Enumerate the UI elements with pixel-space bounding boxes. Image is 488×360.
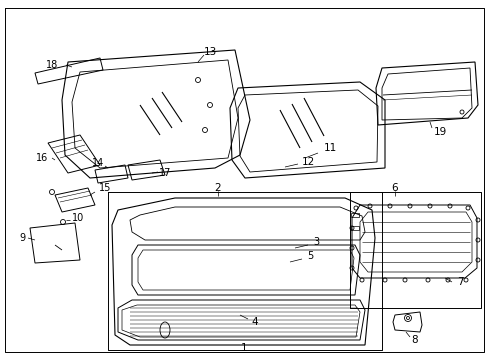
Text: 18: 18: [46, 60, 58, 70]
Text: 15: 15: [99, 183, 111, 193]
Text: 10: 10: [72, 213, 84, 223]
Text: 19: 19: [432, 127, 446, 137]
Text: 9: 9: [19, 233, 25, 243]
Text: 2: 2: [214, 183, 221, 193]
Text: 16: 16: [36, 153, 48, 163]
Text: 11: 11: [323, 143, 336, 153]
Bar: [350, 213, 358, 217]
Text: 6: 6: [391, 183, 398, 193]
Text: 12: 12: [301, 157, 314, 167]
Text: 3: 3: [312, 237, 318, 247]
Text: 7: 7: [456, 277, 462, 287]
Text: 17: 17: [159, 168, 171, 178]
Text: 8: 8: [411, 335, 417, 345]
Bar: [350, 226, 358, 230]
Text: 1: 1: [240, 343, 247, 353]
Text: 13: 13: [203, 47, 216, 57]
Text: 14: 14: [92, 158, 104, 168]
Text: 5: 5: [306, 251, 312, 261]
Text: 4: 4: [251, 317, 258, 327]
